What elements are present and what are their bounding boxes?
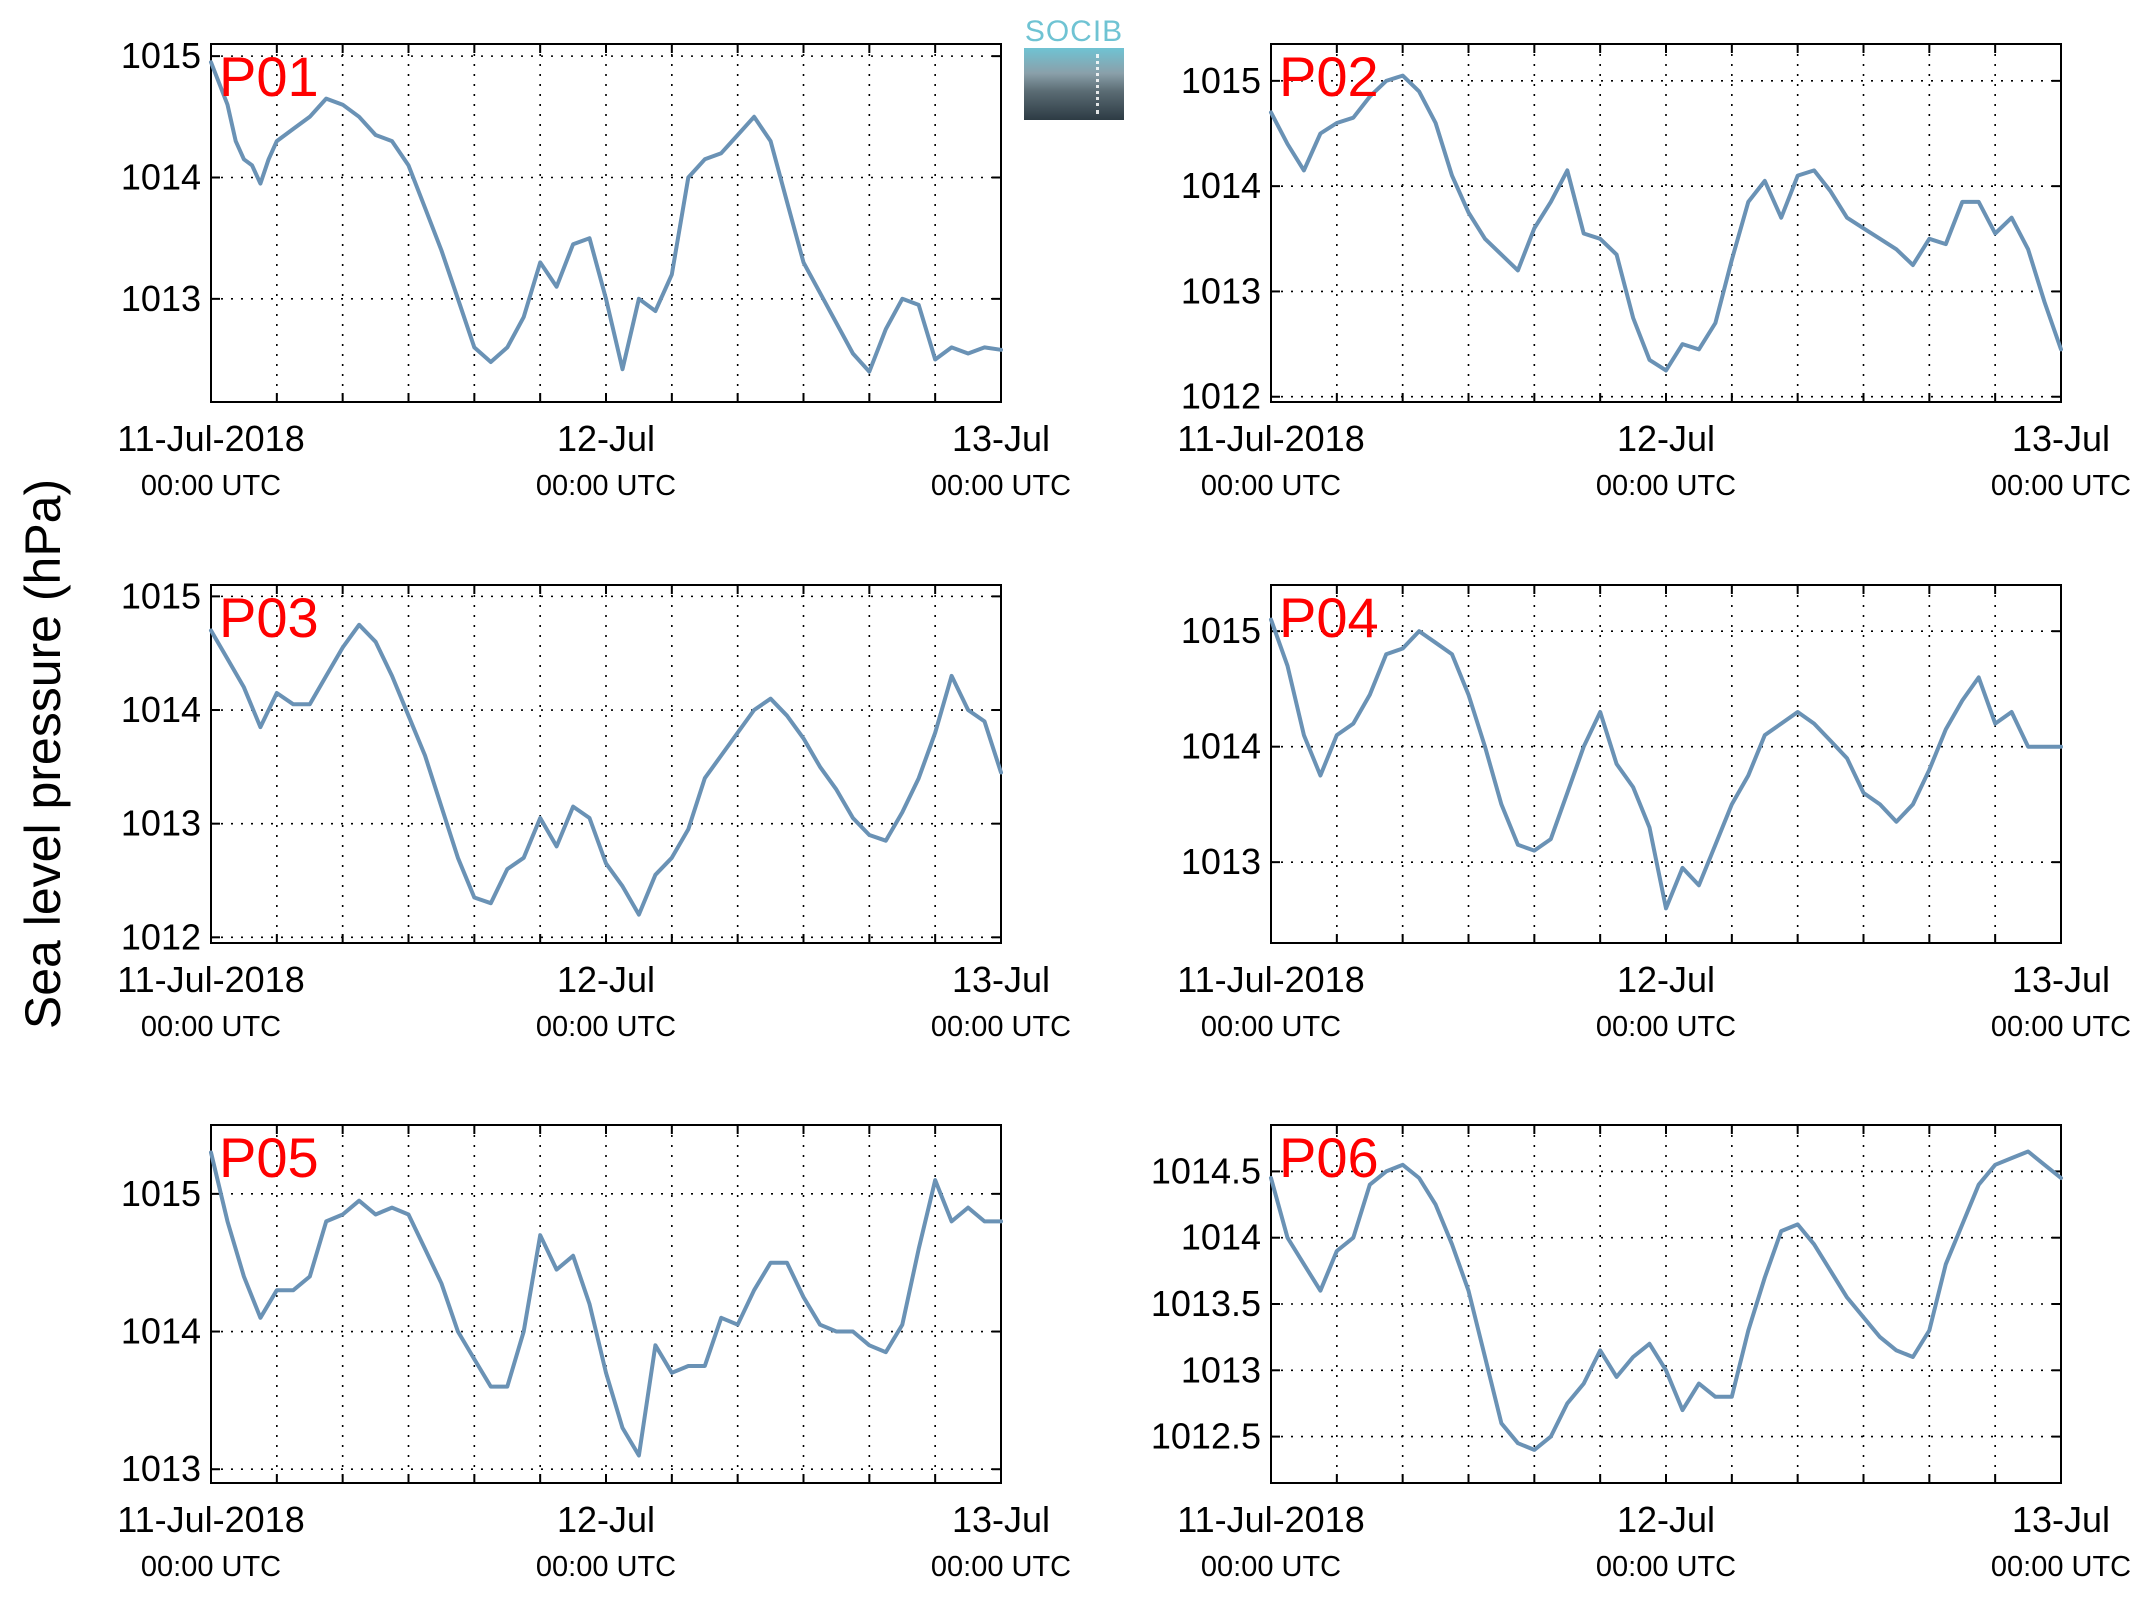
x-tick-sublabel: 00:00 UTC <box>1991 1011 2131 1043</box>
x-tick-label: 12-Jul <box>1617 418 1715 459</box>
pressure-series-line <box>1269 1149 2063 1452</box>
panel-label: P06 <box>1279 1126 1379 1189</box>
x-tick-sublabel: 00:00 UTC <box>1201 1011 1341 1043</box>
x-tick-label: 11-Jul-2018 <box>117 959 304 1000</box>
x-tick-sublabel: 00:00 UTC <box>536 1011 676 1043</box>
y-tick-label: 1013.5 <box>1151 1283 1261 1324</box>
x-tick-label: 11-Jul-2018 <box>1177 1499 1364 1540</box>
panel-p06: 1012.5 1013 1013.5 1014 1014.5 11-Jul-2018 00:… <box>1151 1124 2131 1583</box>
panel-label: P02 <box>1279 45 1379 108</box>
y-tick-label: 1013 <box>121 278 201 319</box>
x-tick-sublabel: 00:00 UTC <box>536 470 676 502</box>
y-tick-label: 1013 <box>121 803 201 844</box>
panel-p01: 1013 1014 1015 11-Jul-2018 00:00 UTC 12-Jul 00… <box>117 35 1071 502</box>
y-tick-label: 1015 <box>121 1173 201 1214</box>
x-tick-sublabel: 00:00 UTC <box>1991 470 2131 502</box>
pressure-series-line <box>1269 617 2063 911</box>
x-tick-sublabel: 00:00 UTC <box>141 1011 281 1043</box>
pressure-series-line <box>209 622 1003 917</box>
x-tick-label: 13-Jul <box>2012 1499 2110 1540</box>
x-tick-label: 12-Jul <box>1617 959 1715 1000</box>
y-tick-label: 1012 <box>1181 376 1261 417</box>
x-tick-label: 12-Jul <box>557 959 655 1000</box>
x-tick-label: 13-Jul <box>952 959 1050 1000</box>
y-tick-label: 1014.5 <box>1151 1150 1261 1191</box>
y-tick-label: 1014 <box>121 156 201 197</box>
plot-frame <box>210 584 1002 944</box>
panel-p03: 1012 1013 1014 1015 11-Jul-2018 00:00 UTC 12-J… <box>117 575 1071 1043</box>
y-tick-label: 1015 <box>121 35 201 76</box>
panel-p04: 1013 1014 1015 11-Jul-2018 00:00 UTC 12-Jul 00… <box>1177 584 2131 1043</box>
panel-label: P04 <box>1279 586 1379 649</box>
y-tick-label: 1014 <box>121 1311 201 1352</box>
panel-p02: 1012 1013 1014 1015 11-Jul-2018 00:00 UTC 12-J… <box>1177 43 2131 502</box>
logo-text: SOCIB <box>1024 15 1124 48</box>
x-tick-sublabel: 00:00 UTC <box>931 1551 1071 1583</box>
x-tick-sublabel: 00:00 UTC <box>1201 1551 1341 1583</box>
y-tick-label: 1015 <box>1181 610 1261 651</box>
x-tick-label: 13-Jul <box>952 418 1050 459</box>
panel-p05: 1013 1014 1015 11-Jul-2018 00:00 UTC 12-Jul 00… <box>117 1124 1071 1583</box>
x-tick-label: 13-Jul <box>2012 418 2110 459</box>
x-tick-label: 11-Jul-2018 <box>117 418 304 459</box>
plot-frame <box>1270 43 2062 403</box>
x-tick-sublabel: 00:00 UTC <box>536 1551 676 1583</box>
y-tick-label: 1012.5 <box>1151 1416 1261 1457</box>
x-tick-label: 11-Jul-2018 <box>117 1499 304 1540</box>
pressure-series-line <box>209 1150 1003 1458</box>
x-tick-sublabel: 00:00 UTC <box>931 1011 1071 1043</box>
x-tick-label: 11-Jul-2018 <box>1177 418 1364 459</box>
panels: 1013 1014 1015 11-Jul-2018 00:00 UTC 12-Jul 00… <box>117 35 2131 1583</box>
x-tick-label: 13-Jul <box>2012 959 2110 1000</box>
y-tick-label: 1013 <box>1181 1349 1261 1390</box>
plot-frame <box>1270 584 2062 944</box>
x-tick-sublabel: 00:00 UTC <box>141 1551 281 1583</box>
pressure-series-line <box>209 60 1003 374</box>
logo-dots <box>1096 54 1099 114</box>
y-tick-label: 1015 <box>121 575 201 616</box>
y-tick-label: 1015 <box>1181 60 1261 101</box>
x-tick-label: 12-Jul <box>557 418 655 459</box>
y-tick-label: 1014 <box>121 689 201 730</box>
y-tick-label: 1014 <box>1181 165 1261 206</box>
y-axis-title: Sea level pressure (hPa) <box>15 479 71 1029</box>
x-tick-sublabel: 00:00 UTC <box>1991 1551 2131 1583</box>
y-tick-label: 1012 <box>121 916 201 957</box>
x-tick-label: 12-Jul <box>557 1499 655 1540</box>
x-tick-sublabel: 00:00 UTC <box>1596 1011 1736 1043</box>
x-tick-label: 13-Jul <box>952 1499 1050 1540</box>
y-tick-label: 1013 <box>1181 270 1261 311</box>
y-tick-label: 1014 <box>1181 1217 1261 1258</box>
pressure-series-line <box>1269 73 2063 373</box>
y-tick-label: 1013 <box>121 1448 201 1489</box>
plot-frame <box>210 1124 1002 1484</box>
y-tick-label: 1013 <box>1181 841 1261 882</box>
x-tick-sublabel: 00:00 UTC <box>931 470 1071 502</box>
panel-label: P01 <box>219 45 319 108</box>
x-tick-sublabel: 00:00 UTC <box>1201 470 1341 502</box>
x-tick-label: 12-Jul <box>1617 1499 1715 1540</box>
panel-label: P03 <box>219 586 319 649</box>
y-tick-label: 1014 <box>1181 726 1261 767</box>
panel-label: P05 <box>219 1126 319 1189</box>
logo-block <box>1024 48 1124 120</box>
x-tick-label: 11-Jul-2018 <box>1177 959 1364 1000</box>
x-tick-sublabel: 00:00 UTC <box>141 470 281 502</box>
x-tick-sublabel: 00:00 UTC <box>1596 1551 1736 1583</box>
x-tick-sublabel: 00:00 UTC <box>1596 470 1736 502</box>
socib-logo: SOCIB <box>1024 16 1124 120</box>
